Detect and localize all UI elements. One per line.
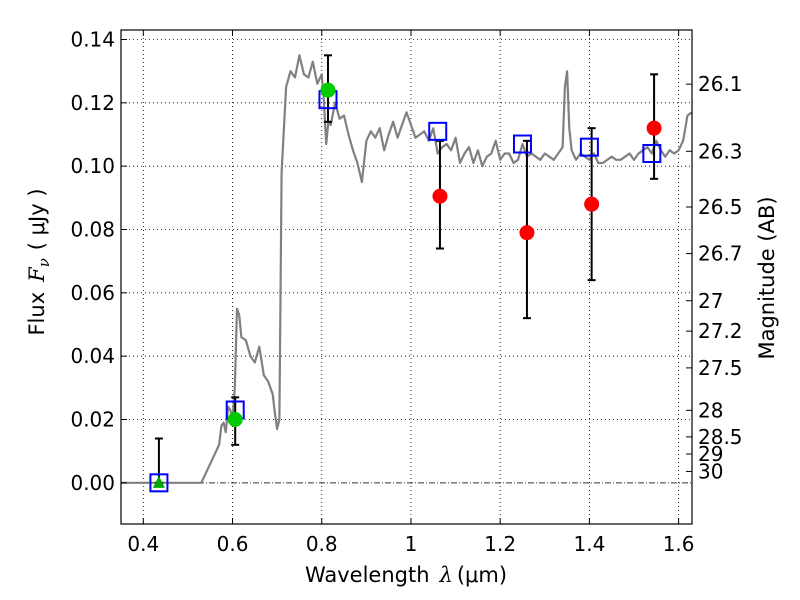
plot-frame — [120, 29, 693, 525]
magnitude-tick-label: 30 — [698, 459, 723, 483]
magnitude-tick-label: 26.5 — [698, 195, 743, 219]
y-axis-ticks: 0.00 0.02 0.04 0.06 0.08 0.10 0.12 0.14 — [70, 28, 127, 495]
magnitude-tick-label: 26.7 — [698, 242, 743, 266]
x-tick-label: 1 — [405, 532, 418, 556]
y-tick-label: 0.12 — [70, 91, 115, 115]
model-flux-square-marker — [512, 134, 532, 154]
x-tick-label: 1.6 — [663, 532, 695, 556]
x-tick-label: 0.4 — [127, 532, 159, 556]
magnitude-tick-label: 28 — [698, 398, 723, 422]
y-tick-label: 0.06 — [70, 281, 115, 305]
flux-measurement-marker — [320, 82, 336, 98]
magnitude-axis-label: Magnitude (AB) — [755, 196, 779, 359]
x-axis-ticks: 0.4 0.6 0.8 1 1.2 1.4 1.6 — [127, 30, 695, 556]
model-spectrum-line — [121, 54, 693, 484]
flux-measurement-marker — [519, 225, 535, 241]
magnitude-tick-label: 27 — [698, 289, 723, 313]
model-flux-square-marker — [642, 144, 662, 163]
model-flux-square-marker — [149, 473, 169, 493]
magnitude-tick-label: 27.5 — [698, 356, 743, 380]
x-tick-label: 1.4 — [573, 532, 605, 556]
y-tick-label: 0.02 — [70, 408, 115, 432]
x-tick-label: 0.6 — [217, 532, 249, 556]
y-axis-label-text: Flux — [25, 292, 49, 336]
magnitude-tick-label: 26.1 — [698, 72, 743, 96]
y-axis-label-symbol: F — [25, 266, 49, 283]
y-tick-label: 0.04 — [70, 344, 115, 368]
magnitude-tick-label: 27.2 — [698, 319, 743, 343]
x-tick-label: 1.2 — [484, 532, 516, 556]
y-axis-label-subscript: ν — [35, 258, 53, 267]
plot-background — [121, 30, 692, 524]
flux-measurement-marker — [432, 188, 448, 204]
model-flux-square-marker — [428, 121, 448, 141]
x-axis-label-unit: (μm) — [457, 563, 507, 587]
y-tick-label: 0.00 — [70, 471, 115, 495]
x-axis-label-text: Wavelength — [305, 563, 430, 587]
x-tick-label: 0.8 — [306, 532, 338, 556]
model-flux-square-marker — [579, 137, 599, 157]
flux-measurement-marker — [227, 412, 243, 427]
magnitude-tick-label: 28.5 — [698, 425, 743, 449]
data-points — [149, 82, 662, 493]
upper-limit-triangle-marker — [152, 475, 165, 488]
magnitude-tick-label: 26.3 — [698, 139, 743, 163]
y-tick-label: 0.08 — [70, 218, 115, 242]
flux-measurement-marker — [584, 196, 600, 212]
y-tick-label: 0.14 — [70, 28, 115, 52]
y-tick-label: 0.10 — [70, 154, 115, 178]
magnitude-tick-label: 29 — [698, 442, 723, 466]
x-axis-label: Wavelength λ (μm) — [305, 563, 507, 587]
flux-measurement-marker — [646, 120, 662, 136]
y-axis-label: Flux Fν ( μJy ) — [25, 188, 53, 335]
x-axis-label-symbol: λ — [439, 563, 453, 587]
y-axis-label-unit: ( μJy ) — [25, 188, 49, 250]
